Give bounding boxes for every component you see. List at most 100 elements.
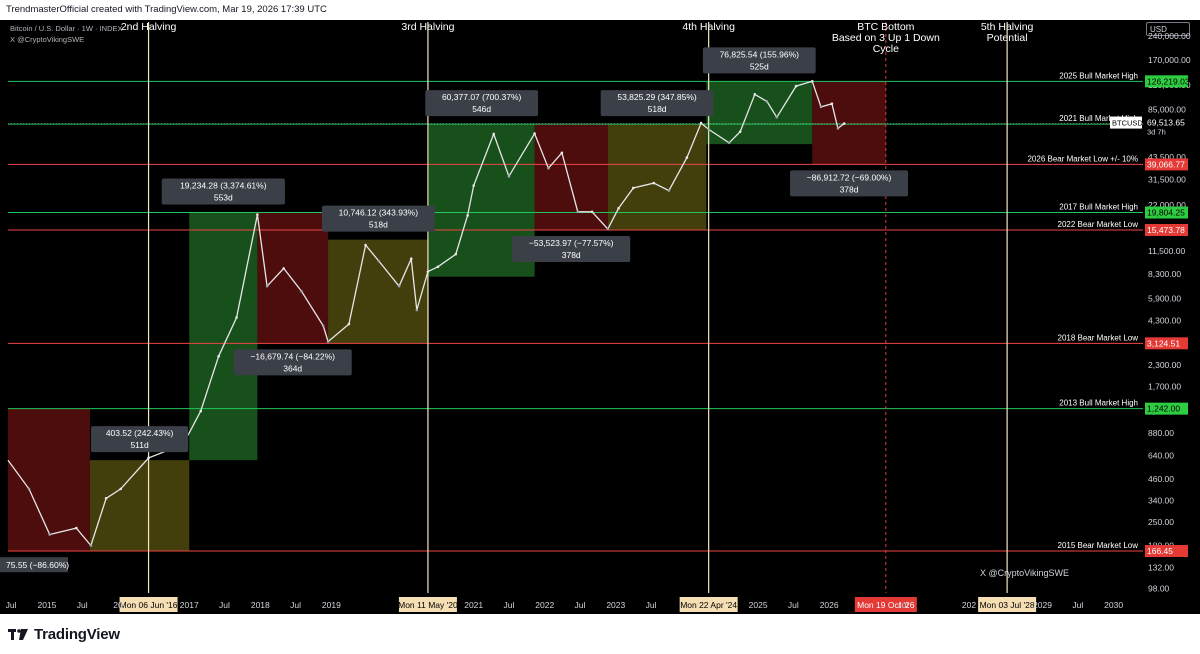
- projection-date-label: Mon 19 Oct '26: [857, 600, 915, 610]
- price-point: [794, 84, 798, 88]
- first-zone-label-box: [0, 557, 68, 573]
- halving-label: 5th Halving: [981, 21, 1034, 33]
- price-point: [842, 122, 846, 125]
- x-tick-label: Jul: [6, 600, 17, 610]
- price-point: [765, 100, 769, 103]
- projection-label: Based on 3 Up 1 Down: [832, 32, 940, 44]
- level-value-badge: [1145, 545, 1188, 558]
- level-label: 2018 Bear Market Low: [1058, 333, 1139, 342]
- x-tick-label: Jul: [77, 600, 88, 610]
- zone-label-3-box: [233, 349, 352, 376]
- level-label: 2017 Bull Market High: [1059, 203, 1138, 212]
- price-point: [547, 166, 550, 170]
- zone-yellow-4: [328, 239, 429, 344]
- x-tick-label: Jul: [1072, 600, 1083, 610]
- x-tick-label: 2015: [37, 600, 56, 610]
- x-tick-label: 202: [962, 600, 976, 610]
- price-point: [415, 308, 419, 312]
- price-point: [775, 115, 779, 119]
- zone-label-1-duration: 511d: [130, 440, 149, 450]
- zone-red-0: [8, 408, 90, 552]
- x-tick-label: 2017: [180, 600, 199, 610]
- x-tick-label: 2021: [464, 600, 483, 610]
- zone-label-5-box: [425, 90, 539, 117]
- price-point: [265, 284, 269, 288]
- zone-label-5-duration: 546d: [472, 104, 491, 114]
- price-point: [256, 213, 259, 216]
- watermark: X @CryptoVikingSWE: [980, 568, 1069, 578]
- price-point: [199, 409, 203, 413]
- zone-label-8-value: 76,825.54 (155.96%): [720, 49, 800, 59]
- price-series-line: [7, 80, 845, 547]
- zone-label-9-value: −86,912.72 (−69.00%): [807, 172, 892, 182]
- zone-label-4-duration: 518d: [369, 220, 388, 230]
- price-point: [89, 544, 93, 547]
- x-tick-label: Jul: [788, 600, 799, 610]
- projection-date-badge: [854, 597, 917, 612]
- x-tick-label: 2029: [1033, 600, 1052, 610]
- y-tick-label: 880.00: [1148, 428, 1174, 438]
- x-tick-label: 2018: [251, 600, 270, 610]
- halving-date-label: Mon 03 Jul '28: [980, 600, 1035, 610]
- zone-label-2-value: 19,234.28 (3,374.61%): [180, 181, 267, 191]
- zone-label-9-box: [790, 170, 909, 197]
- zone-label-4-value: 10,746.12 (343.93%): [339, 208, 419, 218]
- price-point: [466, 214, 469, 217]
- price-point: [181, 443, 185, 446]
- x-tick-label: 20: [113, 600, 123, 610]
- current-price-value: 69,513.65: [1147, 118, 1185, 128]
- level-value-badge: [1145, 402, 1188, 415]
- price-point: [147, 456, 150, 460]
- level-value-badge: [1145, 206, 1188, 219]
- x-tick-label: 2026: [820, 600, 839, 610]
- halving-date-label: Mon 22 Apr '24: [680, 600, 737, 610]
- x-tick-label: Jul: [575, 600, 586, 610]
- price-point: [652, 181, 656, 185]
- price-point: [533, 132, 536, 135]
- zone-red-9: [812, 81, 886, 165]
- zone-green-8: [706, 81, 813, 145]
- price-point: [347, 322, 351, 326]
- price-point: [576, 210, 580, 214]
- price-point: [409, 257, 413, 261]
- y-tick-label: 43,500.00: [1148, 152, 1186, 162]
- level-value-badge: [1145, 337, 1188, 350]
- price-point: [119, 487, 123, 491]
- halving-date-badge: [119, 597, 178, 612]
- tradingview-logo[interactable]: TradingView: [8, 626, 120, 643]
- attribution-text: TrendmasterOfficial created with Trading…: [6, 4, 327, 15]
- halving-date-label: Mon 11 May '20: [398, 600, 458, 610]
- level-value: 1,242.00: [1147, 404, 1180, 414]
- price-point: [836, 127, 840, 130]
- current-price-box: [1145, 115, 1190, 138]
- attribution-bar: TrendmasterOfficial created with Trading…: [0, 0, 1200, 20]
- zone-green-5: [428, 124, 535, 277]
- price-point: [27, 487, 31, 491]
- x-tick-label: 2030: [1104, 600, 1123, 610]
- y-tick-label: 4,300.00: [1148, 316, 1181, 326]
- price-point: [590, 210, 594, 214]
- price-point: [810, 80, 814, 83]
- price-point: [699, 121, 703, 125]
- currency-selector[interactable]: USD: [1146, 22, 1190, 36]
- zone-label-7-duration: 518d: [648, 104, 667, 114]
- price-point: [606, 227, 610, 231]
- halving-label: 2nd Halving: [121, 21, 177, 33]
- price-point: [282, 267, 285, 270]
- zone-label-8-duration: 525d: [750, 61, 769, 71]
- author-handle: X @CryptoVikingSWE: [10, 35, 85, 44]
- x-tick-label: Jul: [503, 600, 514, 610]
- level-value-badge: [1145, 75, 1188, 88]
- y-tick-label: 98.00: [1148, 584, 1170, 594]
- projection-label: Cycle: [873, 43, 899, 55]
- price-point: [426, 270, 430, 273]
- y-tick-label: 250.00: [1148, 517, 1174, 527]
- zone-yellow-7: [607, 124, 707, 230]
- x-tick-label: Jul: [290, 600, 301, 610]
- zone-label-8-box: [702, 47, 816, 74]
- level-label: 2025 Bull Market High: [1059, 71, 1138, 80]
- zone-label-7-value: 53,825.29 (347.85%): [617, 92, 697, 102]
- zone-label-1-value: 403.52 (242.43%): [106, 428, 174, 438]
